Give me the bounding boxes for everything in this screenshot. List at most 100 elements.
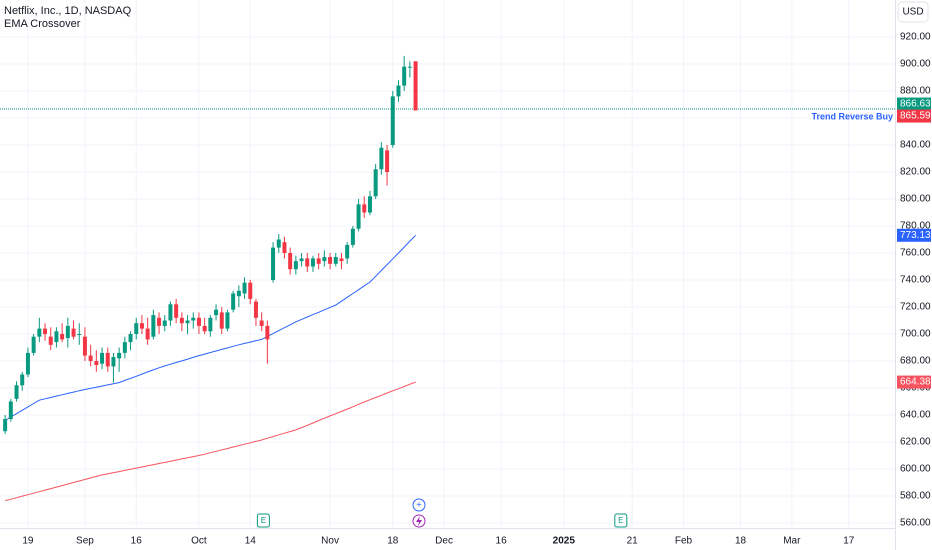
chart-title: Netflix, Inc., 1D, NASDAQ xyxy=(4,5,132,17)
price-tag-label: 773.13 xyxy=(900,230,931,241)
candle-body xyxy=(128,333,133,343)
candle-body xyxy=(168,304,173,321)
candle-body xyxy=(259,320,264,326)
candle-body xyxy=(48,336,53,345)
candle-body xyxy=(88,355,93,362)
candle-body xyxy=(139,323,144,329)
candle-body xyxy=(94,361,99,366)
candle-body xyxy=(134,323,139,334)
candle-body xyxy=(14,385,19,399)
x-tick-label: 19 xyxy=(22,536,34,547)
candle-body xyxy=(402,66,407,86)
candle-body xyxy=(60,333,65,340)
x-tick-label: 18 xyxy=(387,536,399,547)
candle-body xyxy=(145,328,150,340)
candle-body xyxy=(305,258,310,267)
candle-body xyxy=(111,356,116,367)
split-icon-glyph: + xyxy=(416,499,421,509)
x-tick-label: Oct xyxy=(191,536,207,547)
y-tick-label: 780.00 xyxy=(900,221,931,232)
candle-body xyxy=(8,401,13,420)
candle-body xyxy=(265,325,270,340)
x-tick-label: Sep xyxy=(76,536,94,547)
x-tick-label: 21 xyxy=(627,536,639,547)
candle-body xyxy=(37,328,42,337)
candle-body xyxy=(396,85,401,97)
candle-body xyxy=(373,169,378,197)
candle-body xyxy=(20,374,25,386)
candle-body xyxy=(413,61,418,111)
x-tick-label: 17 xyxy=(843,536,855,547)
x-tick-label: 16 xyxy=(496,536,508,547)
candle-body xyxy=(219,312,224,329)
candle-body xyxy=(65,325,70,339)
y-tick-label: 580.00 xyxy=(900,491,931,502)
candle-body xyxy=(276,239,281,248)
event-icons: + E E xyxy=(256,498,628,528)
event-badge xyxy=(614,513,628,528)
candle-body xyxy=(157,317,162,326)
candle-body xyxy=(293,261,298,270)
candle-body xyxy=(3,419,8,432)
x-tick-label: 18 xyxy=(735,536,747,547)
candle-body xyxy=(71,328,76,337)
candle-body xyxy=(174,304,179,318)
y-tick-label: 900.00 xyxy=(900,59,931,70)
candle-body xyxy=(333,257,338,264)
candle-body xyxy=(214,309,219,316)
y-tick-label: 640.00 xyxy=(900,410,931,421)
candle-body xyxy=(350,228,355,245)
price-tag-label: 865.59 xyxy=(900,111,931,122)
candle-body xyxy=(288,252,293,270)
candle-body xyxy=(356,204,361,229)
split-icon[interactable] xyxy=(412,498,426,512)
y-tick-label: 700.00 xyxy=(900,329,931,340)
candle-body xyxy=(253,301,258,318)
currency-button[interactable] xyxy=(897,1,929,23)
y-tick-label: 760.00 xyxy=(900,248,931,259)
event-badge xyxy=(256,513,270,528)
candle-body xyxy=(242,282,247,294)
candle-body xyxy=(191,317,196,321)
x-tick-label: Feb xyxy=(675,536,693,547)
x-tick-label: Nov xyxy=(321,536,339,547)
candle-body xyxy=(196,317,201,326)
candle-body xyxy=(362,204,367,213)
x-tick-label: 16 xyxy=(131,536,143,547)
grid xyxy=(0,0,895,528)
y-tick-label: 820.00 xyxy=(900,167,931,178)
candle-body xyxy=(54,331,59,343)
price-tag-label: 664.38 xyxy=(900,377,931,388)
y-tick-label: 620.00 xyxy=(900,437,931,448)
ema-line xyxy=(4,234,416,421)
event-label: E xyxy=(618,516,623,525)
candle-body xyxy=(236,290,241,297)
candle-body xyxy=(100,352,105,364)
candle-body xyxy=(299,258,304,262)
candle-body xyxy=(185,320,190,324)
price-tag xyxy=(897,228,931,242)
level-label: Trend Reverse Buy xyxy=(811,111,893,121)
y-tick-label: 880.00 xyxy=(900,86,931,97)
candle-body xyxy=(328,257,333,264)
candle-body xyxy=(271,247,276,280)
candle-body xyxy=(122,342,127,353)
candle-body xyxy=(282,242,287,253)
candle-body xyxy=(151,315,156,337)
event-label: E xyxy=(261,516,266,525)
x-tick-label: Dec xyxy=(435,536,453,547)
y-tick-label: 600.00 xyxy=(900,464,931,475)
candle-body xyxy=(208,317,213,332)
candle-body xyxy=(231,293,236,310)
price-tag xyxy=(897,97,931,111)
x-tick-label: 14 xyxy=(245,536,257,547)
price-tag-label: 866.63 xyxy=(900,99,931,110)
candle-body xyxy=(248,282,253,299)
candle-body xyxy=(25,352,30,375)
candle-body xyxy=(316,258,321,264)
candle-body xyxy=(339,258,344,262)
y-tick-label: 680.00 xyxy=(900,356,931,367)
candle-body xyxy=(310,258,315,267)
candle-body xyxy=(31,336,36,353)
